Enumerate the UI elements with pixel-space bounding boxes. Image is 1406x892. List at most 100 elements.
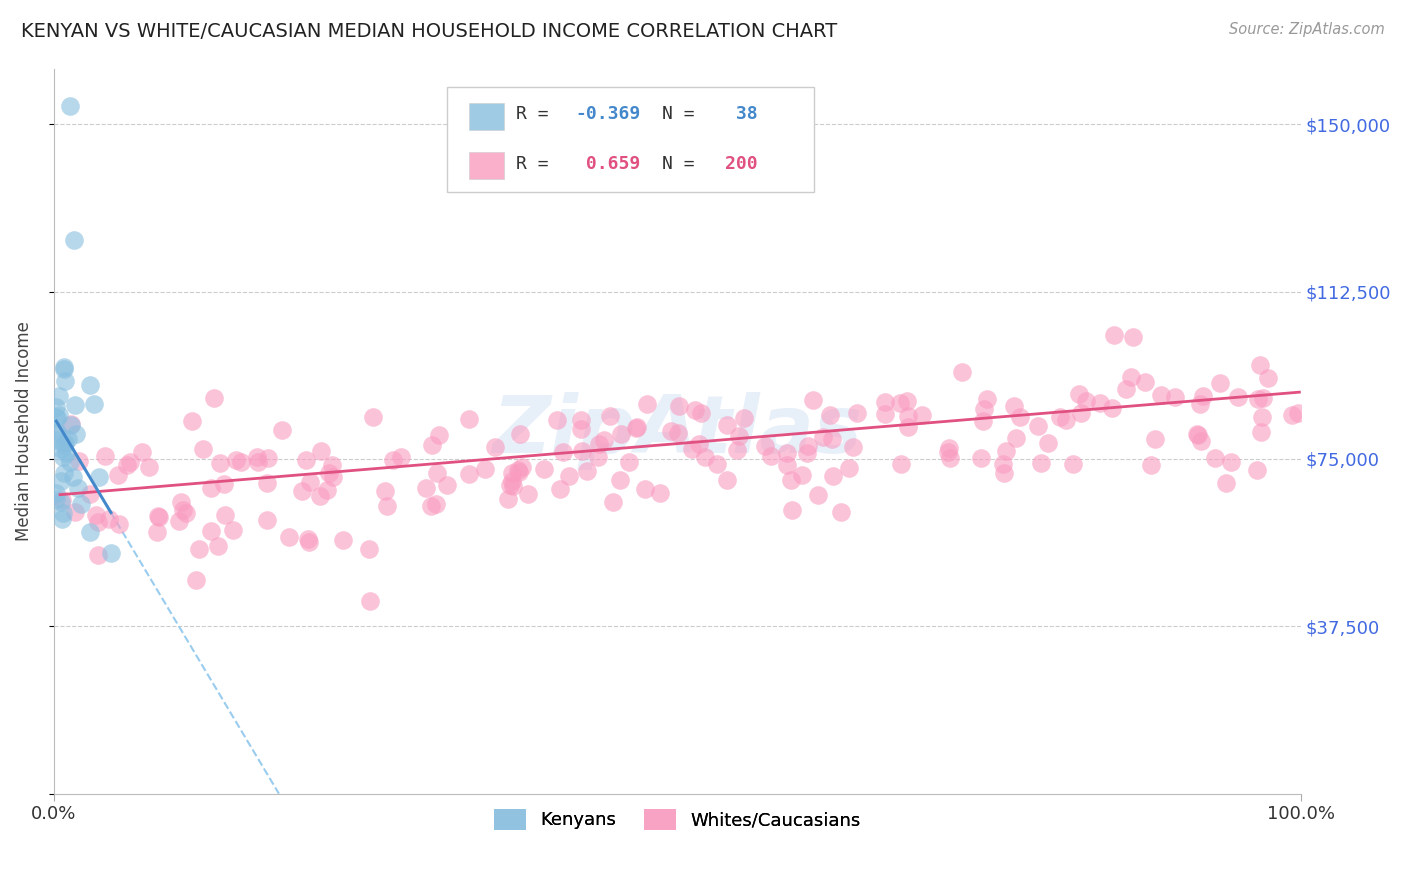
- Point: [172, 503, 194, 517]
- Point: [517, 486, 540, 500]
- Point: [897, 419, 920, 434]
- Point: [1215, 476, 1237, 491]
- Text: R =: R =: [516, 105, 560, 123]
- Point: [938, 441, 960, 455]
- Point: [792, 467, 814, 482]
- Point: [991, 457, 1014, 471]
- Point: [131, 444, 153, 458]
- Point: [60, 417, 83, 431]
- Point: [1070, 406, 1092, 420]
- Point: [1187, 426, 1209, 441]
- Point: [389, 450, 412, 464]
- Point: [1002, 399, 1025, 413]
- Point: [1220, 455, 1243, 469]
- Point: [174, 506, 197, 520]
- Point: [1101, 401, 1123, 416]
- Point: [557, 468, 579, 483]
- Point: [321, 458, 343, 472]
- Text: 200: 200: [724, 154, 758, 172]
- Point: [79, 525, 101, 540]
- Point: [650, 486, 672, 500]
- Point: [1209, 376, 1232, 391]
- Point: [295, 452, 318, 467]
- Point: [1135, 376, 1157, 390]
- Text: Source: ZipAtlas.com: Source: ZipAtlas.com: [1229, 22, 1385, 37]
- Point: [501, 474, 523, 488]
- Point: [782, 502, 804, 516]
- Point: [120, 455, 142, 469]
- Point: [316, 483, 339, 497]
- Point: [897, 409, 920, 424]
- Point: [221, 523, 243, 537]
- Point: [1253, 392, 1275, 406]
- Text: R =: R =: [516, 154, 571, 172]
- Point: [415, 481, 437, 495]
- Point: [619, 455, 641, 469]
- Point: [426, 466, 449, 480]
- Point: [1067, 387, 1090, 401]
- Text: 38: 38: [724, 105, 758, 123]
- Point: [592, 434, 614, 448]
- Point: [202, 391, 225, 405]
- Point: [474, 461, 496, 475]
- Point: [309, 443, 332, 458]
- Point: [48, 389, 70, 403]
- Point: [59, 417, 82, 432]
- Point: [359, 594, 381, 608]
- Point: [509, 426, 531, 441]
- Point: [419, 499, 441, 513]
- Point: [599, 409, 621, 423]
- Point: [87, 548, 110, 562]
- Point: [1149, 388, 1171, 402]
- Point: [776, 458, 799, 472]
- Point: [45, 410, 67, 425]
- Point: [609, 427, 631, 442]
- Point: [45, 433, 67, 447]
- Point: [55, 374, 77, 388]
- Point: [59, 455, 82, 469]
- Point: [796, 446, 818, 460]
- Point: [569, 422, 592, 436]
- Point: [245, 450, 267, 465]
- Point: [270, 423, 292, 437]
- Point: [117, 458, 139, 472]
- Point: [278, 530, 301, 544]
- Point: [1144, 433, 1167, 447]
- Point: [873, 407, 896, 421]
- Point: [357, 541, 380, 556]
- Point: [229, 455, 252, 469]
- Point: [67, 482, 90, 496]
- Point: [49, 442, 72, 456]
- Point: [875, 395, 897, 409]
- Point: [318, 467, 340, 481]
- Point: [187, 541, 209, 556]
- Point: [896, 393, 918, 408]
- Point: [107, 467, 129, 482]
- Point: [569, 413, 592, 427]
- Point: [52, 466, 75, 480]
- Point: [377, 499, 399, 513]
- Point: [67, 454, 90, 468]
- Point: [976, 392, 998, 406]
- Point: [993, 467, 1015, 481]
- Point: [256, 513, 278, 527]
- Point: [1049, 409, 1071, 424]
- Point: [138, 460, 160, 475]
- Point: [807, 488, 830, 502]
- Point: [214, 477, 236, 491]
- Point: [63, 398, 86, 412]
- Point: [1281, 408, 1303, 422]
- Point: [1031, 456, 1053, 470]
- Point: [1189, 434, 1212, 449]
- Point: [510, 460, 533, 475]
- Point: [63, 504, 86, 518]
- Point: [636, 397, 658, 411]
- Point: [53, 438, 76, 452]
- Point: [501, 466, 523, 480]
- Point: [458, 412, 481, 426]
- Point: [1247, 392, 1270, 406]
- Point: [970, 450, 993, 465]
- Point: [588, 436, 610, 450]
- Text: ZipAtlas: ZipAtlas: [492, 392, 862, 470]
- Point: [890, 457, 912, 471]
